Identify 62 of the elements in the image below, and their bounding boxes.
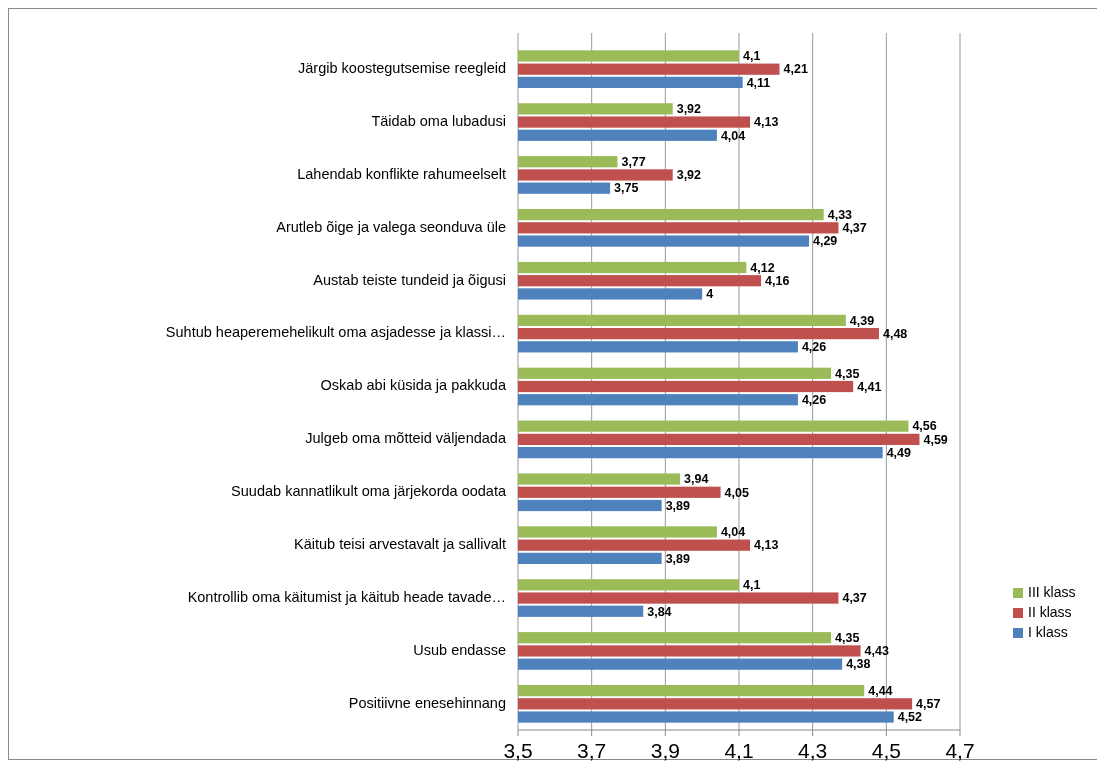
data-label: 4,11: [746, 75, 771, 90]
data-label: 3,92: [676, 168, 702, 183]
data-label: 4,13: [754, 115, 779, 130]
data-label: 3,77: [621, 155, 646, 170]
y-tick-label: Täidab oma lubadusi: [371, 112, 506, 129]
data-label: 4,04: [720, 525, 746, 540]
data-label: 3,89: [665, 551, 691, 566]
data-label: 4,59: [923, 432, 948, 447]
y-tick-label: Positiivne enesehinnang: [348, 694, 506, 711]
data-label: 4,44: [868, 683, 893, 698]
y-tick-label: Usub endasse: [413, 641, 506, 658]
y-tick-label: Lahendab konflikte rahumeelselt: [297, 165, 506, 182]
y-tick-label: Arutleb õige ja valega seonduva üle: [276, 218, 506, 235]
legend-label: III klass: [1028, 583, 1076, 600]
data-label: 4,35: [835, 631, 860, 646]
y-tick-label: Järgib koostegutsemise reegleid: [298, 60, 506, 77]
data-label: 4,13: [754, 538, 779, 553]
data-label: 4,39: [849, 313, 875, 328]
data-label: 3,94: [684, 472, 709, 487]
y-tick-label: Käitub teisi arvestavalt ja sallivalt: [294, 535, 506, 552]
x-tick-label: 4,7: [945, 739, 975, 762]
data-label: 4,56: [912, 419, 937, 434]
y-tick-label: Austab teiste tundeid ja õigusi: [313, 271, 506, 288]
data-label: 3,84: [647, 604, 672, 619]
x-tick-label: 4,1: [724, 739, 754, 762]
data-label: 3,89: [665, 498, 691, 513]
data-label: 4,41: [857, 379, 882, 394]
x-tick-label: 4,3: [798, 739, 828, 762]
data-label: 3,92: [676, 102, 702, 117]
y-tick-label: Julgeb oma mõtteid väljendada: [305, 430, 507, 447]
data-label: 4,37: [842, 591, 867, 606]
data-label: 4,05: [724, 485, 749, 500]
data-label: 4,49: [886, 445, 912, 460]
y-tick-label: Kontrollib oma käitumist ja käitub heade tavade…: [187, 588, 506, 605]
data-label: 4,12: [750, 260, 775, 275]
data-label: 4,1: [743, 49, 761, 64]
y-tick-label: Oskab abi küsida ja pakkuda: [320, 377, 507, 394]
data-label: 4,52: [897, 710, 923, 725]
data-label: 4,26: [801, 393, 827, 408]
data-label: 4,57: [916, 697, 941, 712]
data-label: 3,75: [614, 181, 639, 196]
x-tick-label: 3,5: [503, 739, 533, 762]
data-label: 4,48: [882, 326, 908, 341]
data-label: 4,38: [846, 657, 871, 672]
legend-label: I klass: [1028, 623, 1068, 640]
data-label: 4,21: [783, 62, 808, 77]
x-tick-label: 3,7: [577, 739, 607, 762]
y-tick-label: Suudab kannatlikult oma järjekorda oodata: [231, 483, 507, 500]
data-label: 4: [706, 287, 714, 302]
data-label: 4,29: [812, 234, 838, 249]
data-label: 4,33: [827, 207, 853, 222]
data-label: 4,04: [720, 128, 746, 143]
data-label: 4,35: [835, 366, 860, 381]
data-label: 4,1: [743, 578, 761, 593]
data-label: 4,37: [842, 221, 867, 236]
x-tick-label: 4,5: [871, 739, 901, 762]
data-label: 4,26: [801, 340, 827, 355]
y-tick-label: Suhtub heaperemehelikult oma asjadesse ja klassi…: [165, 324, 506, 341]
data-label: 4,43: [864, 644, 889, 659]
x-tick-label: 3,9: [650, 739, 680, 762]
data-label: 4,16: [765, 274, 790, 289]
legend-label: II klass: [1028, 603, 1072, 620]
